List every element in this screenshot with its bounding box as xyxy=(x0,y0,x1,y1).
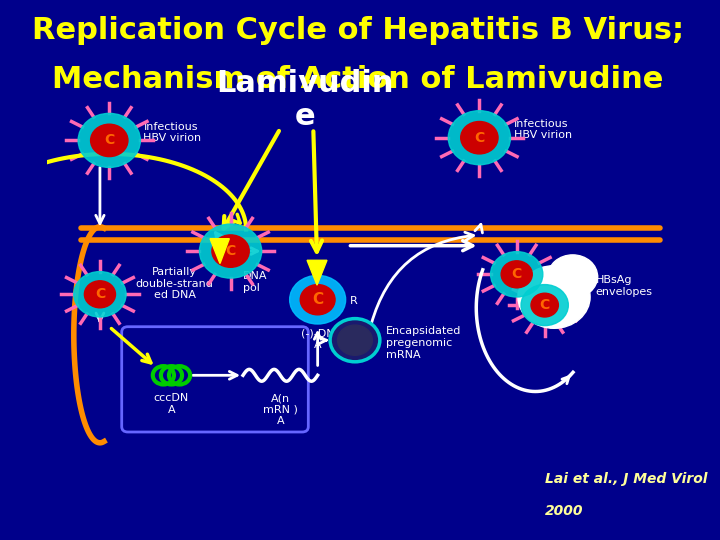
Text: Lai et al., J Med Virol: Lai et al., J Med Virol xyxy=(545,472,707,486)
Text: Infectious
HBV virion: Infectious HBV virion xyxy=(513,119,572,140)
Circle shape xyxy=(461,122,498,154)
Circle shape xyxy=(199,224,261,278)
Text: C: C xyxy=(312,292,323,307)
Circle shape xyxy=(501,261,532,288)
Circle shape xyxy=(91,124,128,157)
Text: 2000: 2000 xyxy=(545,504,583,518)
Circle shape xyxy=(74,272,126,317)
Text: cccDN
A: cccDN A xyxy=(154,393,189,415)
Text: (-)-DN
A: (-)-DN A xyxy=(301,328,335,350)
Circle shape xyxy=(289,275,346,324)
Circle shape xyxy=(330,319,380,362)
Text: DNA
pol: DNA pol xyxy=(243,271,268,293)
Text: Replication Cycle of Hepatitis B Virus;: Replication Cycle of Hepatitis B Virus; xyxy=(32,16,684,45)
Circle shape xyxy=(521,285,568,326)
Text: C: C xyxy=(474,131,485,145)
Text: HBsAg
envelopes: HBsAg envelopes xyxy=(595,275,653,297)
Text: Lamivudin
e: Lamivudin e xyxy=(217,69,394,131)
Text: C: C xyxy=(539,298,550,312)
Text: A(n
mRN )
A: A(n mRN ) A xyxy=(263,393,298,426)
Circle shape xyxy=(490,252,543,297)
Text: C: C xyxy=(95,287,105,301)
Text: R: R xyxy=(350,296,358,306)
Circle shape xyxy=(518,266,590,328)
Circle shape xyxy=(84,281,115,308)
Circle shape xyxy=(531,293,559,317)
Text: C: C xyxy=(225,244,235,258)
Circle shape xyxy=(449,111,510,165)
Text: C: C xyxy=(104,133,114,147)
Text: Partially
double-strand
ed DNA: Partially double-strand ed DNA xyxy=(135,267,214,300)
Polygon shape xyxy=(307,260,327,285)
Text: Infectious
HBV virion: Infectious HBV virion xyxy=(143,122,202,143)
Circle shape xyxy=(300,285,335,315)
Circle shape xyxy=(338,325,372,355)
Text: C: C xyxy=(512,267,522,281)
Circle shape xyxy=(212,235,249,267)
Text: Mechanism of Action of Lamivudine: Mechanism of Action of Lamivudine xyxy=(53,65,664,94)
Circle shape xyxy=(78,113,140,167)
Polygon shape xyxy=(210,239,229,264)
Text: Encapsidated
pregenomic
mRNA: Encapsidated pregenomic mRNA xyxy=(386,326,462,360)
Circle shape xyxy=(548,255,598,298)
